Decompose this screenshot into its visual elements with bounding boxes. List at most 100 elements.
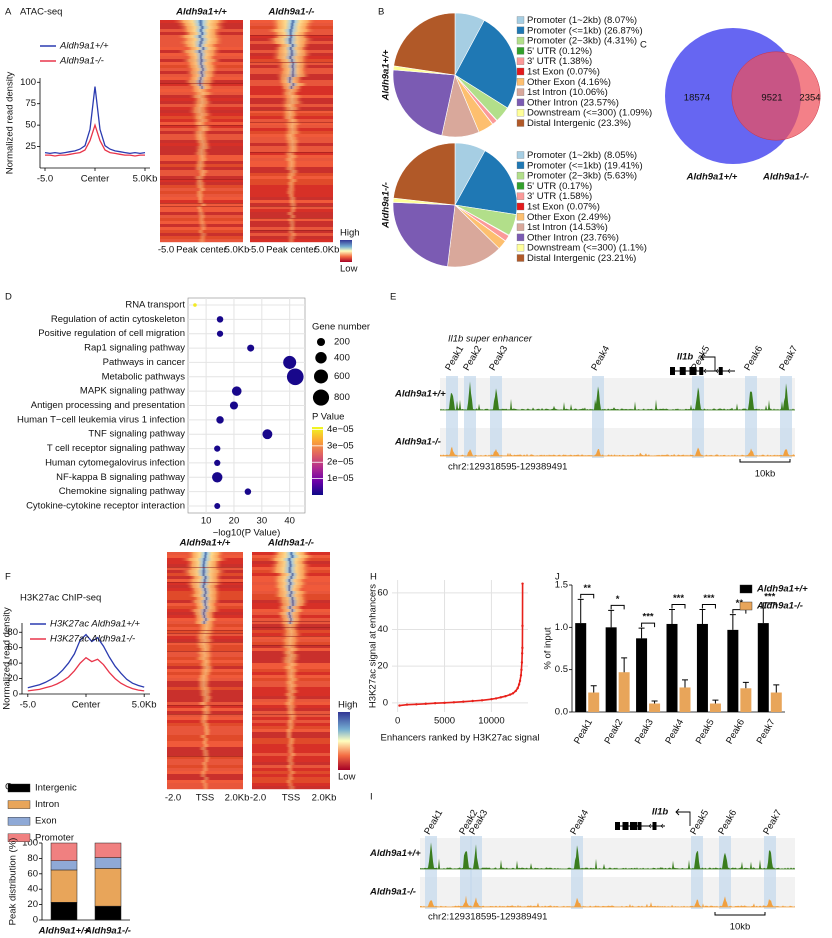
colorbar-label: Low (340, 264, 358, 275)
heatmap-texture (287, 203, 299, 207)
heatmap-texture (191, 119, 214, 123)
heatmap-texture (282, 140, 303, 144)
heatmap-texture (283, 729, 295, 733)
dot (283, 355, 297, 369)
legend-category: Promoter (<=1kb) (527, 160, 601, 171)
heatmap-texture (202, 732, 212, 736)
point (462, 700, 465, 703)
legend-value: (0.17%) (559, 180, 592, 191)
heatmap-texture (201, 738, 211, 742)
colorbar (338, 712, 350, 770)
bar (649, 703, 661, 712)
bar (605, 627, 617, 712)
legend-label: 400 (334, 352, 350, 363)
peak-highlight (460, 836, 472, 909)
heatmap-texture (184, 582, 225, 586)
heatmap-texture (201, 729, 213, 733)
bar (740, 688, 752, 712)
heatmap-texture (283, 699, 298, 703)
heatmap-texture (282, 137, 301, 141)
heatmap-texture (167, 651, 243, 652)
y-axis-label: Peak distribution (%) (8, 838, 19, 926)
heatmap-texture (276, 77, 304, 81)
point (521, 624, 524, 628)
heatmap-texture (287, 197, 298, 201)
legend-value: (1.1%) (619, 242, 647, 253)
heatmap-texture (191, 612, 217, 616)
point (424, 702, 427, 705)
error-bar (651, 700, 658, 704)
point (480, 699, 484, 702)
y-axis-label: Aldh9a1-/- (381, 182, 392, 229)
heatmap-texture (270, 579, 308, 583)
y-tick-label: Cytokine-cytokine receptor interaction (26, 501, 185, 512)
heatmap-texture (281, 654, 302, 658)
dot (286, 368, 304, 386)
heatmap-texture (179, 29, 223, 33)
heatmap-texture (285, 768, 295, 772)
heatmap-texture (285, 182, 297, 186)
heatmap-texture (191, 134, 210, 138)
heatmap-texture (250, 35, 333, 36)
peak-highlight (446, 376, 458, 458)
point (433, 702, 437, 705)
peak-highlight (425, 836, 437, 909)
heatmap-texture (196, 209, 205, 213)
gene-strand (679, 368, 683, 374)
heatmap-texture (285, 756, 296, 760)
heatmap-texture (192, 615, 217, 619)
heatmap-texture (284, 176, 297, 180)
x-tick-label: 30 (257, 516, 268, 527)
heatmap-texture (270, 56, 310, 60)
x-tick-label: 2.0Kb (225, 793, 250, 804)
heatmap-texture (279, 618, 303, 622)
legend-label: Intron (35, 799, 59, 810)
heatmap-texture (180, 44, 220, 48)
point (494, 697, 498, 700)
heatmap-texture (201, 726, 212, 730)
point (452, 701, 456, 704)
bar-segment (50, 860, 78, 871)
significance-label: *** (703, 593, 714, 604)
heatmap-texture (280, 636, 301, 640)
heatmap-texture (180, 558, 229, 562)
legend-category: Promoter (2~3kb) (527, 170, 601, 181)
legend-label: 800 (334, 392, 350, 403)
legend-category: 1st Intron (527, 222, 567, 233)
peak-highlight (692, 376, 704, 458)
dot (193, 303, 197, 307)
legend-label: 1st Intron (10.06%) (527, 87, 608, 98)
legend-swatch (516, 161, 525, 169)
legend-category: Other Exon (527, 76, 575, 87)
legend-value: (26.87%) (604, 25, 643, 36)
point (443, 701, 446, 705)
legend-value: (14.53%) (569, 222, 608, 233)
legend-label: Exon (35, 816, 57, 827)
heatmap-texture (283, 119, 302, 123)
legend-dot (315, 352, 327, 364)
legend-swatch (516, 57, 525, 65)
heatmap-texture (280, 116, 299, 120)
x-tick-label: Aldh9a1+/+ (38, 926, 90, 937)
legend-label: 1st Exon (0.07%) (527, 66, 600, 77)
legend-label: Promoter (1~2kb) (8.07%) (527, 15, 637, 26)
tss-arrow (700, 353, 716, 371)
heatmap-texture (286, 179, 300, 183)
heatmap-texture (191, 122, 209, 126)
legend-label: Aldh9a1-/- (59, 56, 104, 67)
heatmap-texture (184, 62, 218, 66)
venn-label: Aldh9a1+/+ (686, 172, 738, 183)
heatmap-texture (265, 29, 317, 33)
dot (214, 503, 221, 509)
significance-label: ** (584, 583, 592, 594)
bar-segment (94, 905, 122, 921)
heatmap-texture (274, 44, 311, 48)
dot (214, 445, 221, 452)
heatmap-texture (284, 711, 299, 715)
heatmap-texture (281, 122, 304, 126)
legend-category: Promoter (1~2kb) (527, 15, 601, 26)
point (504, 695, 507, 698)
heatmap-texture (280, 666, 300, 670)
heatmap-texture (275, 59, 309, 63)
y-tick-label: 0 (13, 689, 18, 700)
